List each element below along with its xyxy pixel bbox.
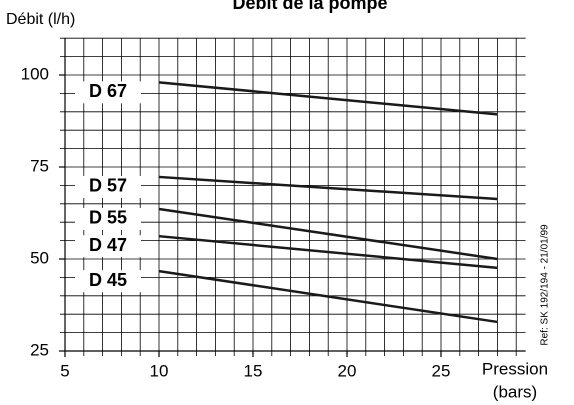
y-tick-label: 100 [21,64,49,83]
x-axis-label: (bars) [493,382,537,401]
chart-title: Débit de la pompe [232,0,387,13]
label-bg [75,207,141,230]
series-label: D 55 [89,208,127,228]
line [158,81,498,116]
y-tick-label: 75 [30,156,49,175]
x-axis-label: Pression [482,359,548,378]
y-axis-label: Débit (l/h) [6,11,75,28]
x-tick-label: 25 [432,361,451,380]
x-tick-label: 15 [244,361,263,380]
label-bg [75,235,141,258]
series-label: D 45 [89,270,127,290]
label-bg [75,270,141,293]
series-label: D 67 [89,81,127,101]
label-bg [75,175,141,198]
series-label: D 57 [89,176,127,196]
x-tick-label: 5 [60,361,69,380]
x-tick-label: 20 [338,361,357,380]
series-label: D 47 [89,235,127,255]
y-tick-label: 50 [30,248,49,267]
annotation: Ref: SK 192/194 - 21/01/99 [540,224,551,346]
x-tick-label: 10 [150,361,169,380]
line [158,175,498,201]
line [158,234,498,270]
y-tick-label: 25 [30,340,49,359]
label-bg [75,81,141,104]
line [158,269,498,324]
line [158,207,498,261]
